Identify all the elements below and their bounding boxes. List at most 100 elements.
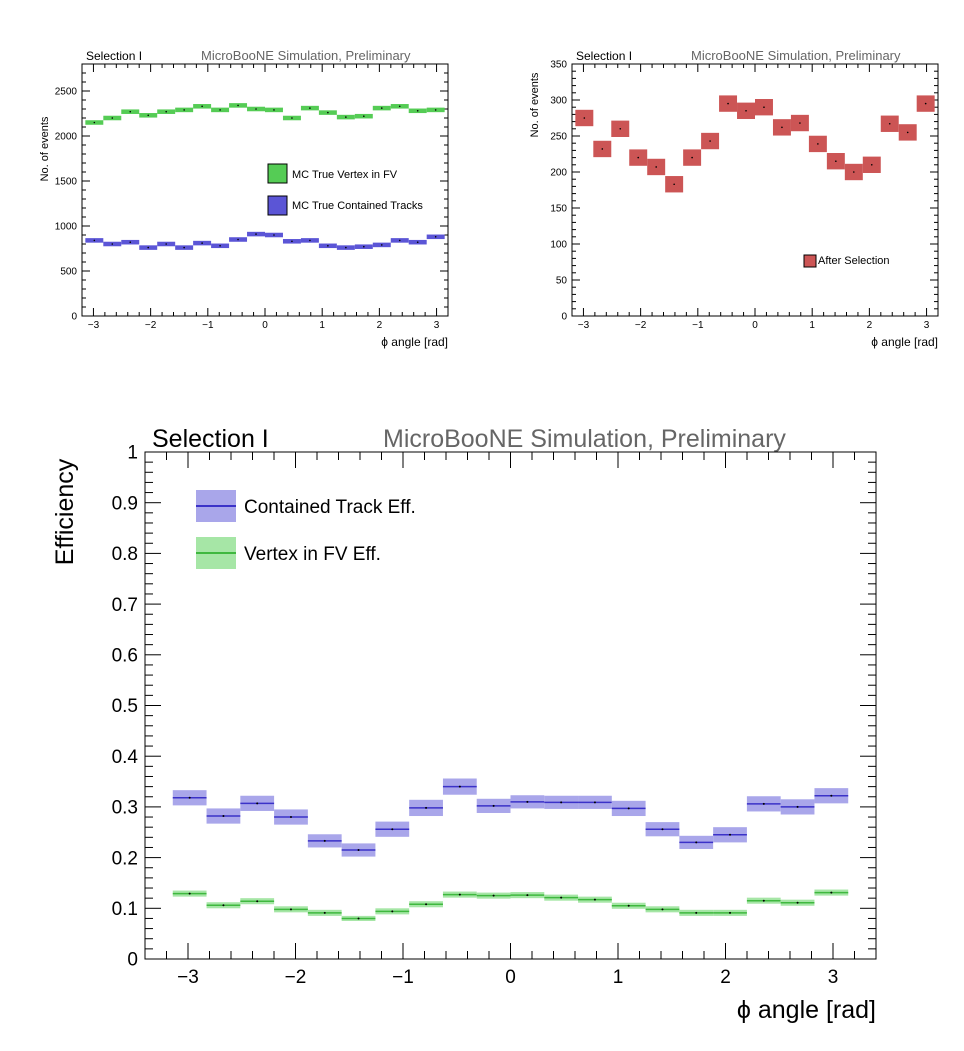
bin-point bbox=[434, 109, 437, 111]
bin-point bbox=[398, 105, 401, 108]
bin-point bbox=[835, 160, 837, 162]
y-tick-label: 1500 bbox=[55, 177, 78, 188]
y-tick-label: 0.8 bbox=[112, 544, 138, 565]
x-tick-label: −1 bbox=[392, 967, 414, 988]
bin-point bbox=[492, 894, 495, 897]
bin-point bbox=[763, 106, 765, 108]
axes: −3 −2 −1 0 1 2 3 0 500 1000 1500 2000 2500 bbox=[55, 63, 449, 331]
panel-after-selection: Selection I MicroBooNE Simulation, Preli… bbox=[529, 48, 939, 349]
x-tick-label: 1 bbox=[809, 320, 815, 331]
bin-point bbox=[661, 828, 664, 831]
bin-point bbox=[691, 156, 693, 159]
x-tick-label: 3 bbox=[828, 967, 839, 988]
series-0 bbox=[575, 95, 935, 193]
bin-point bbox=[165, 110, 167, 113]
bin-point bbox=[323, 911, 326, 914]
bin-point bbox=[593, 898, 596, 901]
legend: Contained Track Eff. Vertex in FV Eff. bbox=[196, 490, 416, 569]
y-tick-label: 0.4 bbox=[112, 747, 139, 768]
x-tick-label: −1 bbox=[202, 320, 214, 331]
y-tick-label: 0 bbox=[127, 950, 138, 971]
bin-point bbox=[222, 815, 225, 818]
bin-point bbox=[924, 102, 927, 105]
bin-point bbox=[345, 116, 347, 118]
bin-point bbox=[526, 894, 529, 897]
y-tick-label: 0.9 bbox=[112, 493, 138, 514]
legend-label-after-selection: After Selection bbox=[818, 255, 890, 267]
x-tick-label: −3 bbox=[88, 320, 100, 331]
bin-point bbox=[289, 908, 292, 911]
bin-point bbox=[201, 105, 203, 108]
x-tick-label: 1 bbox=[319, 320, 325, 331]
bin-point bbox=[673, 183, 675, 186]
x-tick-label: −3 bbox=[177, 967, 199, 988]
y-tick-label: 0.2 bbox=[112, 848, 138, 869]
chart-title: MicroBooNE Simulation, Preliminary bbox=[691, 48, 901, 63]
y-tick-label: 350 bbox=[550, 60, 567, 71]
bin-point bbox=[291, 117, 293, 119]
bin-point bbox=[416, 110, 419, 112]
bin-point bbox=[709, 140, 711, 142]
x-tick-label: 3 bbox=[434, 320, 440, 331]
series-1 bbox=[85, 231, 445, 250]
bin-point bbox=[129, 110, 132, 113]
bin-point bbox=[147, 114, 150, 117]
x-tick-label: 0 bbox=[262, 320, 268, 331]
y-tick-label: 2000 bbox=[55, 132, 78, 143]
chart-title: MicroBooNE Simulation, Preliminary bbox=[383, 425, 786, 453]
bin-point bbox=[796, 901, 799, 904]
y-tick-label: 0.5 bbox=[112, 696, 138, 717]
bin-point bbox=[830, 794, 833, 797]
y-tick-label: 0.7 bbox=[112, 595, 138, 616]
bin-point bbox=[695, 841, 698, 844]
bin-point bbox=[327, 245, 329, 247]
x-tick-label: −2 bbox=[145, 320, 157, 331]
legend-label-contained: MC True Contained Tracks bbox=[292, 200, 423, 212]
x-tick-label: −2 bbox=[285, 967, 307, 988]
bin-point bbox=[799, 122, 801, 124]
bin-point bbox=[188, 796, 191, 799]
series-marks bbox=[575, 95, 935, 193]
bin-point bbox=[345, 246, 347, 249]
axes: −3 −2 −1 0 1 2 3 0 50 100 150 200 250 300 350 bbox=[550, 60, 939, 331]
y-axis-label: No. of events bbox=[529, 72, 541, 137]
bin-point bbox=[111, 117, 114, 119]
bin-point bbox=[93, 121, 96, 124]
x-tick-label: −3 bbox=[578, 320, 590, 331]
y-tick-label: 0 bbox=[561, 312, 567, 323]
bin-point bbox=[380, 244, 383, 246]
bin-point bbox=[357, 917, 360, 920]
selection-label: Selection I bbox=[152, 425, 269, 453]
legend-label-contained-eff: Contained Track Eff. bbox=[244, 497, 416, 518]
bin-point bbox=[183, 246, 185, 249]
y-axis-label: No. of events bbox=[39, 116, 51, 181]
bin-point bbox=[627, 807, 630, 810]
bin-point bbox=[327, 111, 329, 114]
bin-point bbox=[796, 805, 799, 808]
y-tick-label: 2500 bbox=[55, 87, 78, 98]
selection-label: Selection I bbox=[576, 49, 632, 63]
bin-point bbox=[655, 166, 657, 168]
series-marks bbox=[85, 103, 445, 250]
bin-point bbox=[637, 156, 640, 159]
x-tick-label: −2 bbox=[635, 320, 647, 331]
x-tick-label: 1 bbox=[613, 967, 624, 988]
y-tick-label: 0 bbox=[71, 312, 77, 323]
bin-point bbox=[906, 131, 909, 134]
series-1 bbox=[172, 889, 849, 921]
legend: MC True Vertex in FV MC True Contained T… bbox=[267, 163, 423, 216]
legend-swatch-contained bbox=[267, 195, 288, 216]
bin-point bbox=[363, 245, 365, 248]
legend-swatch-after-selection bbox=[803, 254, 817, 268]
bin-point bbox=[661, 908, 664, 911]
bin-point bbox=[289, 816, 292, 819]
bin-point bbox=[165, 243, 167, 245]
legend-swatch-vertex bbox=[267, 163, 288, 184]
bin-point bbox=[309, 239, 311, 242]
axes: −3 −2 −1 0 1 2 3 0 0.1 0.2 0.3 0.4 0.5 0.6 0.7 0.8 0.9 1 bbox=[112, 443, 877, 988]
bin-point bbox=[323, 839, 326, 842]
bin-point bbox=[255, 108, 257, 110]
bin-point bbox=[627, 904, 630, 907]
x-tick-label: −1 bbox=[692, 320, 704, 331]
